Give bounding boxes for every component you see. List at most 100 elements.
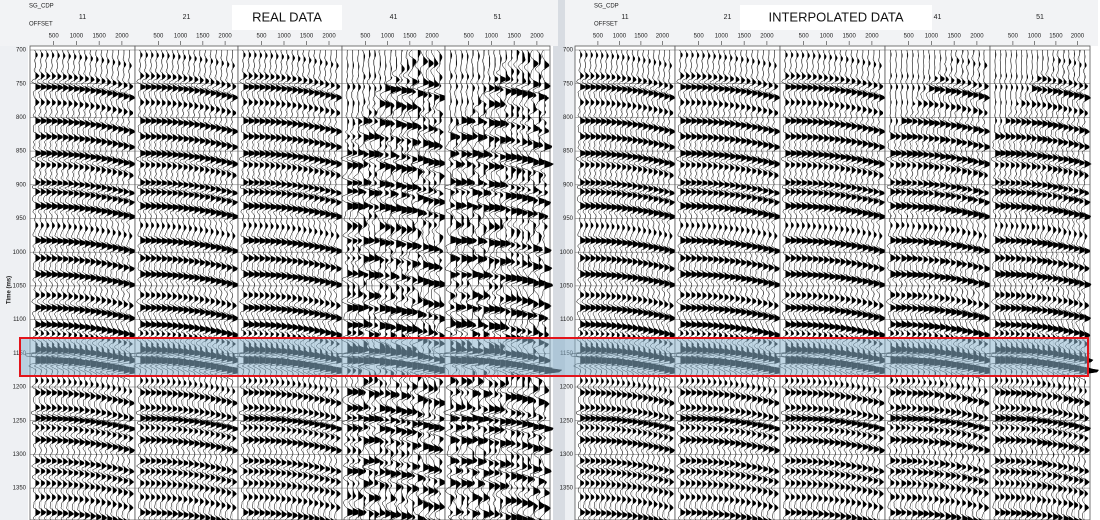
trace-wiggle	[517, 49, 543, 520]
trace-wiggle	[621, 49, 649, 520]
trace-fill	[680, 50, 698, 520]
time-tick-label: 950	[16, 216, 27, 222]
trace-wiggle	[270, 49, 299, 520]
trace-wiggle	[111, 50, 141, 520]
trace-wiggle	[177, 49, 205, 520]
trace-wiggle	[599, 50, 629, 520]
trace-wiggle	[648, 49, 676, 520]
time-tick-label: 1000	[13, 250, 27, 256]
trace-fill	[281, 50, 299, 520]
trace-wiggle	[398, 49, 431, 520]
offset-tick-label: 1000	[70, 34, 84, 40]
trace-wiggle	[813, 49, 842, 520]
panel-title: INTERPOLATED DATA	[768, 9, 903, 24]
trace-wiggle	[253, 49, 282, 520]
trace-wiggle	[318, 50, 348, 520]
trace-wiggle	[846, 49, 874, 520]
time-tick-label: 1350	[13, 486, 27, 492]
trace-fill	[118, 50, 135, 520]
trace-wiggle	[263, 49, 294, 520]
trace-fill	[923, 50, 940, 520]
trace-wiggle	[996, 49, 1022, 520]
trace-fill	[829, 50, 846, 520]
trace-wiggle	[130, 49, 157, 520]
trace-fill	[907, 50, 924, 520]
trace-fill	[145, 50, 163, 520]
trace-fill	[494, 50, 511, 520]
trace-fill	[248, 50, 266, 520]
highlight-band	[19, 337, 1089, 377]
trace-wiggle	[626, 49, 654, 520]
trace-wiggle	[136, 49, 163, 520]
gather: 21 500 1000 1500 2000	[130, 14, 248, 520]
trace-wiggle	[944, 49, 975, 520]
trace-fill	[52, 50, 69, 520]
trace-wiggle	[73, 49, 101, 520]
trace-wiggle	[585, 49, 613, 520]
trace-wiggle	[922, 49, 952, 520]
trace-fill	[617, 50, 634, 520]
trace-fill	[686, 50, 703, 520]
trace-wiggle	[1073, 49, 1100, 520]
trace-fill	[151, 50, 168, 520]
trace-wiggle	[885, 49, 913, 520]
trace-wiggle	[480, 49, 512, 520]
time-tick-label: 1300	[560, 452, 574, 458]
offset-tick-label: 2000	[322, 34, 336, 40]
time-tick-label: 900	[563, 182, 574, 188]
trace-wiggle	[473, 49, 499, 520]
trace-wiggle	[690, 49, 719, 520]
offset-tick-label: 1500	[1049, 34, 1063, 40]
offset-tick-label: 1000	[613, 34, 627, 40]
trace-fill	[511, 50, 526, 520]
trace-wiggle	[775, 49, 803, 520]
gather: 11 500 1000 1500 2000	[25, 14, 145, 520]
time-tick-label: 1100	[560, 317, 574, 323]
trace-fill	[538, 50, 554, 520]
header-label: SG_CDP	[594, 4, 619, 10]
trace-wiggle	[160, 50, 190, 520]
trace-wiggle	[1000, 49, 1027, 520]
time-tick-label: 1200	[13, 385, 27, 391]
offset-tick-label: 500	[694, 34, 705, 40]
trace-wiggle	[881, 49, 908, 520]
trace-fill	[232, 50, 248, 520]
cdp-label: 11	[79, 14, 86, 21]
trace-fill	[785, 50, 803, 520]
trace-fill	[325, 50, 342, 520]
trace-fill	[1042, 50, 1058, 520]
trace-fill	[918, 50, 933, 520]
time-tick-label: 750	[563, 81, 574, 87]
trace-fill	[1016, 50, 1032, 520]
trace-fill	[622, 50, 638, 520]
trace-wiggle	[589, 49, 617, 520]
trace-wiggle	[729, 49, 758, 520]
trace-wiggle	[258, 49, 286, 520]
offset-tick-label: 1000	[1028, 34, 1042, 40]
trace-fill	[156, 50, 173, 520]
trace-wiggle	[529, 49, 555, 520]
trace-wiggle	[358, 49, 387, 520]
trace-wiggle	[734, 49, 764, 520]
time-tick-label: 1050	[560, 283, 574, 289]
trace-wiggle	[616, 49, 643, 520]
trace-wiggle	[372, 49, 401, 520]
trace-wiggle	[1009, 50, 1036, 520]
offset-tick-label: 2000	[115, 34, 129, 40]
offset-tick-label: 1000	[925, 34, 939, 40]
trace-wiggle	[724, 49, 753, 520]
trace-wiggle	[606, 49, 634, 520]
trace-fill	[724, 50, 741, 520]
trace-wiggle	[68, 49, 97, 520]
trace-wiggle	[291, 49, 321, 520]
trace-wiggle	[145, 49, 174, 520]
trace-fill	[896, 50, 913, 520]
offset-label: OFFSET	[29, 22, 53, 28]
trace-fill	[1011, 50, 1026, 520]
offset-tick-label: 1500	[842, 34, 856, 40]
panel-title-box	[232, 5, 342, 30]
trace-wiggle	[1066, 49, 1096, 520]
trace-fill	[172, 50, 189, 520]
offset-tick-label: 2000	[218, 34, 232, 40]
offset-tick-label: 1000	[381, 34, 395, 40]
